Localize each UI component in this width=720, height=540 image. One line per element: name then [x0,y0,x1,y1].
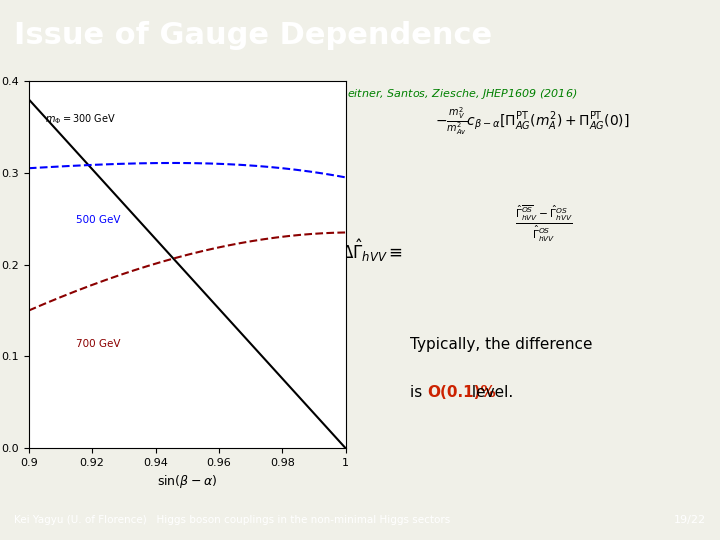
Text: is: is [410,384,428,400]
Text: level.: level. [467,384,513,400]
Text: $\frac{\hat{\Gamma}_{hVV}^{\overline{OS}} - \hat{\Gamma}_{hVV}^{OS}}{\hat{\Gamma: $\frac{\hat{\Gamma}_{hVV}^{\overline{OS}… [515,204,572,245]
Text: $m_\Phi = 300$ GeV: $m_\Phi = 300$ GeV [45,112,116,126]
Text: $-\frac{m_V^2}{m_{Av}^2}c_{\beta-\alpha}[\Pi_{AG}^{\rm PT}(m_A^2)+\Pi_{AG}^{\rm : $-\frac{m_V^2}{m_{Av}^2}c_{\beta-\alpha}… [436,106,630,137]
Text: $\Delta\hat{\Gamma}_{hVV} \equiv$: $\Delta\hat{\Gamma}_{hVV} \equiv$ [341,237,403,264]
Text: Expression of $\Pi_{AG}$^PT: Krause, Muhlleitner, Santos, Ziesche, JHEP1609 (201: Expression of $\Pi_{AG}$^PT: Krause, Muh… [143,87,577,102]
Text: 700 GeV: 700 GeV [76,339,121,349]
Text: Kei Yagyu (U. of Florence)   Higgs boson couplings in the non-minimal Higgs sect: Kei Yagyu (U. of Florence) Higgs boson c… [14,515,451,525]
Text: Typically, the difference: Typically, the difference [410,338,593,353]
Text: O(0.1)%: O(0.1)% [427,384,495,400]
Text: 500 GeV: 500 GeV [76,215,121,225]
X-axis label: $\sin(\beta-\alpha)$: $\sin(\beta-\alpha)$ [157,474,217,490]
Text: Issue of Gauge Dependence: Issue of Gauge Dependence [14,21,492,50]
Text: 19/22: 19/22 [673,515,706,525]
